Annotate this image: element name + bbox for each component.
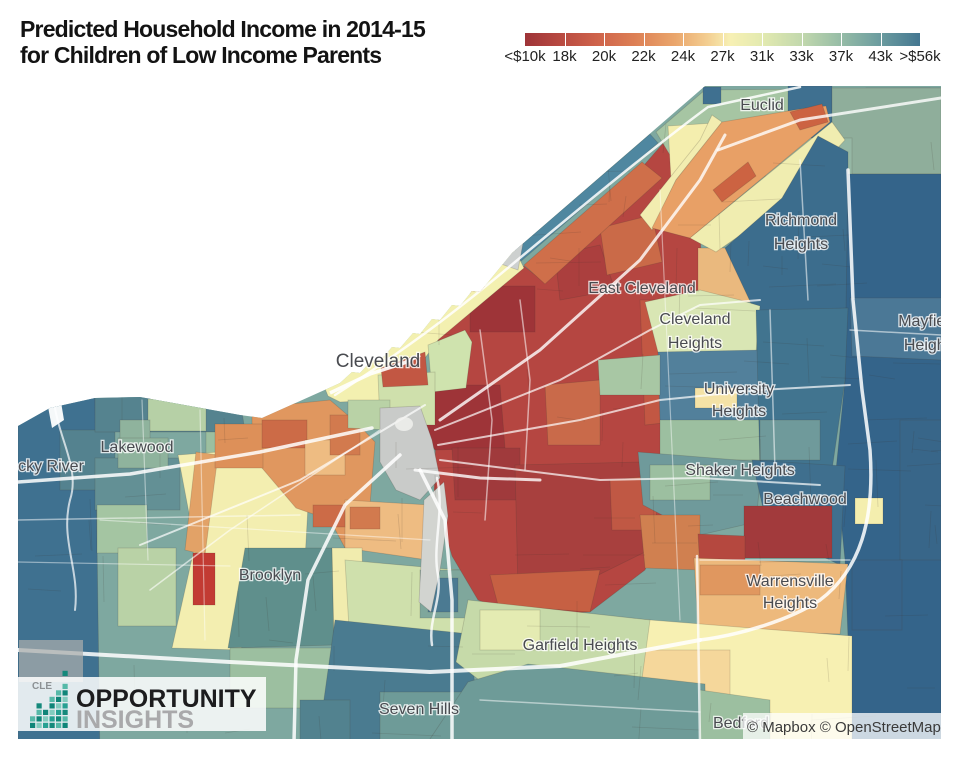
svg-text:Heights: Heights: [904, 337, 958, 354]
svg-text:Lakewood: Lakewood: [101, 439, 174, 456]
svg-text:OPPORTUNITY: OPPORTUNITY: [76, 685, 257, 713]
svg-text:Heights: Heights: [763, 595, 817, 612]
svg-text:Seven Hills: Seven Hills: [379, 701, 459, 718]
svg-text:Beachwood: Beachwood: [763, 491, 847, 508]
svg-text:cky River: cky River: [18, 458, 84, 475]
svg-text:Heights: Heights: [774, 236, 828, 253]
svg-text:CLE: CLE: [32, 681, 52, 692]
svg-text:Heights: Heights: [668, 335, 722, 352]
svg-text:Shaker Heights: Shaker Heights: [685, 462, 794, 479]
svg-text:Heights: Heights: [712, 403, 766, 420]
svg-text:Cleveland: Cleveland: [659, 311, 730, 328]
svg-text:Richmond: Richmond: [765, 212, 837, 229]
svg-text:Cleveland: Cleveland: [336, 351, 421, 372]
svg-text:East Cleveland: East Cleveland: [588, 280, 696, 297]
svg-text:University: University: [704, 381, 774, 398]
svg-text:Brooklyn: Brooklyn: [239, 567, 301, 584]
svg-text:Mayfield: Mayfield: [898, 313, 958, 330]
svg-text:Garfield Heights: Garfield Heights: [523, 637, 638, 654]
svg-text:© Mapbox © OpenStreetMap: © Mapbox © OpenStreetMap: [747, 719, 941, 736]
svg-text:Euclid: Euclid: [740, 97, 784, 114]
svg-text:INSIGHTS: INSIGHTS: [76, 706, 194, 734]
svg-text:Warrensville: Warrensville: [746, 573, 834, 590]
